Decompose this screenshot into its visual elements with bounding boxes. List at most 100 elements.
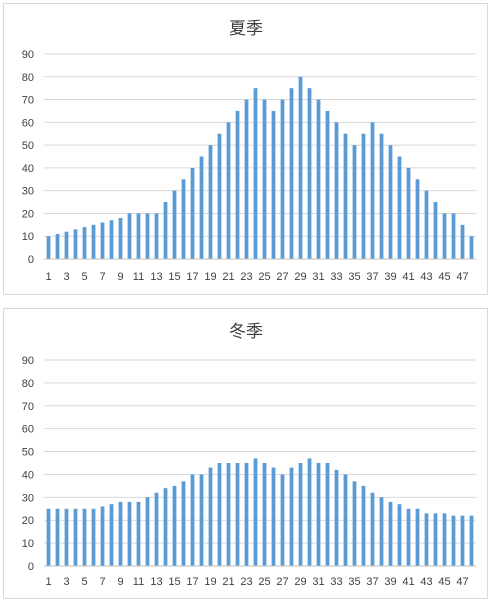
bar <box>172 190 177 259</box>
bar <box>280 474 285 566</box>
bar <box>136 213 141 259</box>
x-tick-label: 43 <box>420 271 432 283</box>
y-tick-label: 0 <box>28 254 34 266</box>
x-tick-label: 33 <box>330 271 342 283</box>
y-tick-label: 90 <box>22 355 34 367</box>
bar <box>460 224 465 259</box>
x-tick-label: 5 <box>81 271 87 283</box>
bar <box>235 463 240 566</box>
bar <box>154 492 159 566</box>
x-tick-label: 19 <box>204 271 216 283</box>
y-tick-label: 90 <box>22 49 34 61</box>
bar <box>316 99 321 259</box>
bar <box>244 99 249 259</box>
bar <box>289 88 294 260</box>
bar <box>136 501 141 566</box>
x-tick-label: 5 <box>81 576 87 588</box>
bar <box>64 508 69 566</box>
x-tick-label: 3 <box>63 271 69 283</box>
bar <box>442 213 447 259</box>
bar <box>298 76 303 260</box>
bar <box>325 110 330 259</box>
bar <box>433 513 438 566</box>
bar <box>397 504 402 566</box>
chart-title: 夏季 <box>229 19 263 39</box>
bar <box>379 497 384 566</box>
x-tick-label: 39 <box>384 576 396 588</box>
x-tick-label: 41 <box>402 271 414 283</box>
bar <box>100 506 105 566</box>
bar <box>271 467 276 566</box>
bar <box>370 492 375 566</box>
bar <box>334 122 339 259</box>
y-tick-label: 80 <box>22 378 34 390</box>
y-tick-label: 10 <box>22 538 34 550</box>
bar <box>370 122 375 259</box>
x-tick-label: 13 <box>150 271 162 283</box>
x-tick-label: 41 <box>402 576 414 588</box>
x-tick-label: 13 <box>150 576 162 588</box>
y-tick-label: 80 <box>22 72 34 84</box>
y-tick-label: 70 <box>22 95 34 107</box>
x-tick-label: 23 <box>240 271 252 283</box>
bar <box>217 133 222 259</box>
bar <box>163 488 168 566</box>
bar <box>118 501 123 566</box>
x-tick-label: 25 <box>258 576 270 588</box>
x-tick-label: 1 <box>45 576 51 588</box>
bar <box>181 481 186 566</box>
x-tick-label: 7 <box>99 576 105 588</box>
chart-title: 冬季 <box>229 322 263 342</box>
bar <box>244 463 249 566</box>
bar <box>172 485 177 566</box>
bar <box>415 508 420 566</box>
bar <box>82 508 87 566</box>
x-tick-label: 47 <box>456 271 468 283</box>
bar <box>163 202 168 259</box>
x-tick-label: 11 <box>133 271 144 283</box>
x-tick-label: 27 <box>276 576 288 588</box>
x-tick-label: 27 <box>276 271 288 283</box>
bar <box>91 224 96 259</box>
x-tick-label: 9 <box>117 576 123 588</box>
bar <box>280 99 285 259</box>
summer-chart: 夏季 0 10 20 30 40 50 60 70 80 90 1 3 5 7 9 11 13 15 17 19 21 2… <box>3 3 488 295</box>
x-tick-label: 21 <box>222 576 234 588</box>
bar <box>334 469 339 566</box>
y-tick-label: 40 <box>22 469 34 481</box>
bar <box>361 485 366 566</box>
bar <box>451 515 456 566</box>
y-tick-label: 50 <box>22 140 34 152</box>
bar <box>127 213 132 259</box>
bar <box>451 213 456 259</box>
bar <box>325 463 330 566</box>
y-tick-label: 30 <box>22 186 34 198</box>
bar <box>433 202 438 259</box>
bar <box>82 227 87 259</box>
x-tick-label: 17 <box>186 576 198 588</box>
x-tick-label: 7 <box>99 271 105 283</box>
bar <box>415 179 420 259</box>
bar <box>442 513 447 566</box>
x-tick-label: 3 <box>63 576 69 588</box>
bar <box>73 508 78 566</box>
y-tick-label: 20 <box>22 515 34 527</box>
bar <box>424 513 429 566</box>
y-tick-label: 60 <box>22 424 34 436</box>
bar <box>64 231 69 259</box>
bar <box>217 463 222 566</box>
bar <box>154 213 159 259</box>
bar <box>469 236 474 259</box>
bar <box>208 467 213 566</box>
bar <box>73 229 78 259</box>
x-tick-label: 29 <box>294 576 306 588</box>
x-tick-label: 35 <box>348 271 360 283</box>
bar <box>190 167 195 259</box>
bar <box>190 474 195 566</box>
bar <box>298 463 303 566</box>
x-tick-label: 31 <box>312 576 324 588</box>
bar <box>289 467 294 566</box>
bar <box>424 190 429 259</box>
x-tick-label: 35 <box>348 576 360 588</box>
x-tick-label: 37 <box>366 271 378 283</box>
